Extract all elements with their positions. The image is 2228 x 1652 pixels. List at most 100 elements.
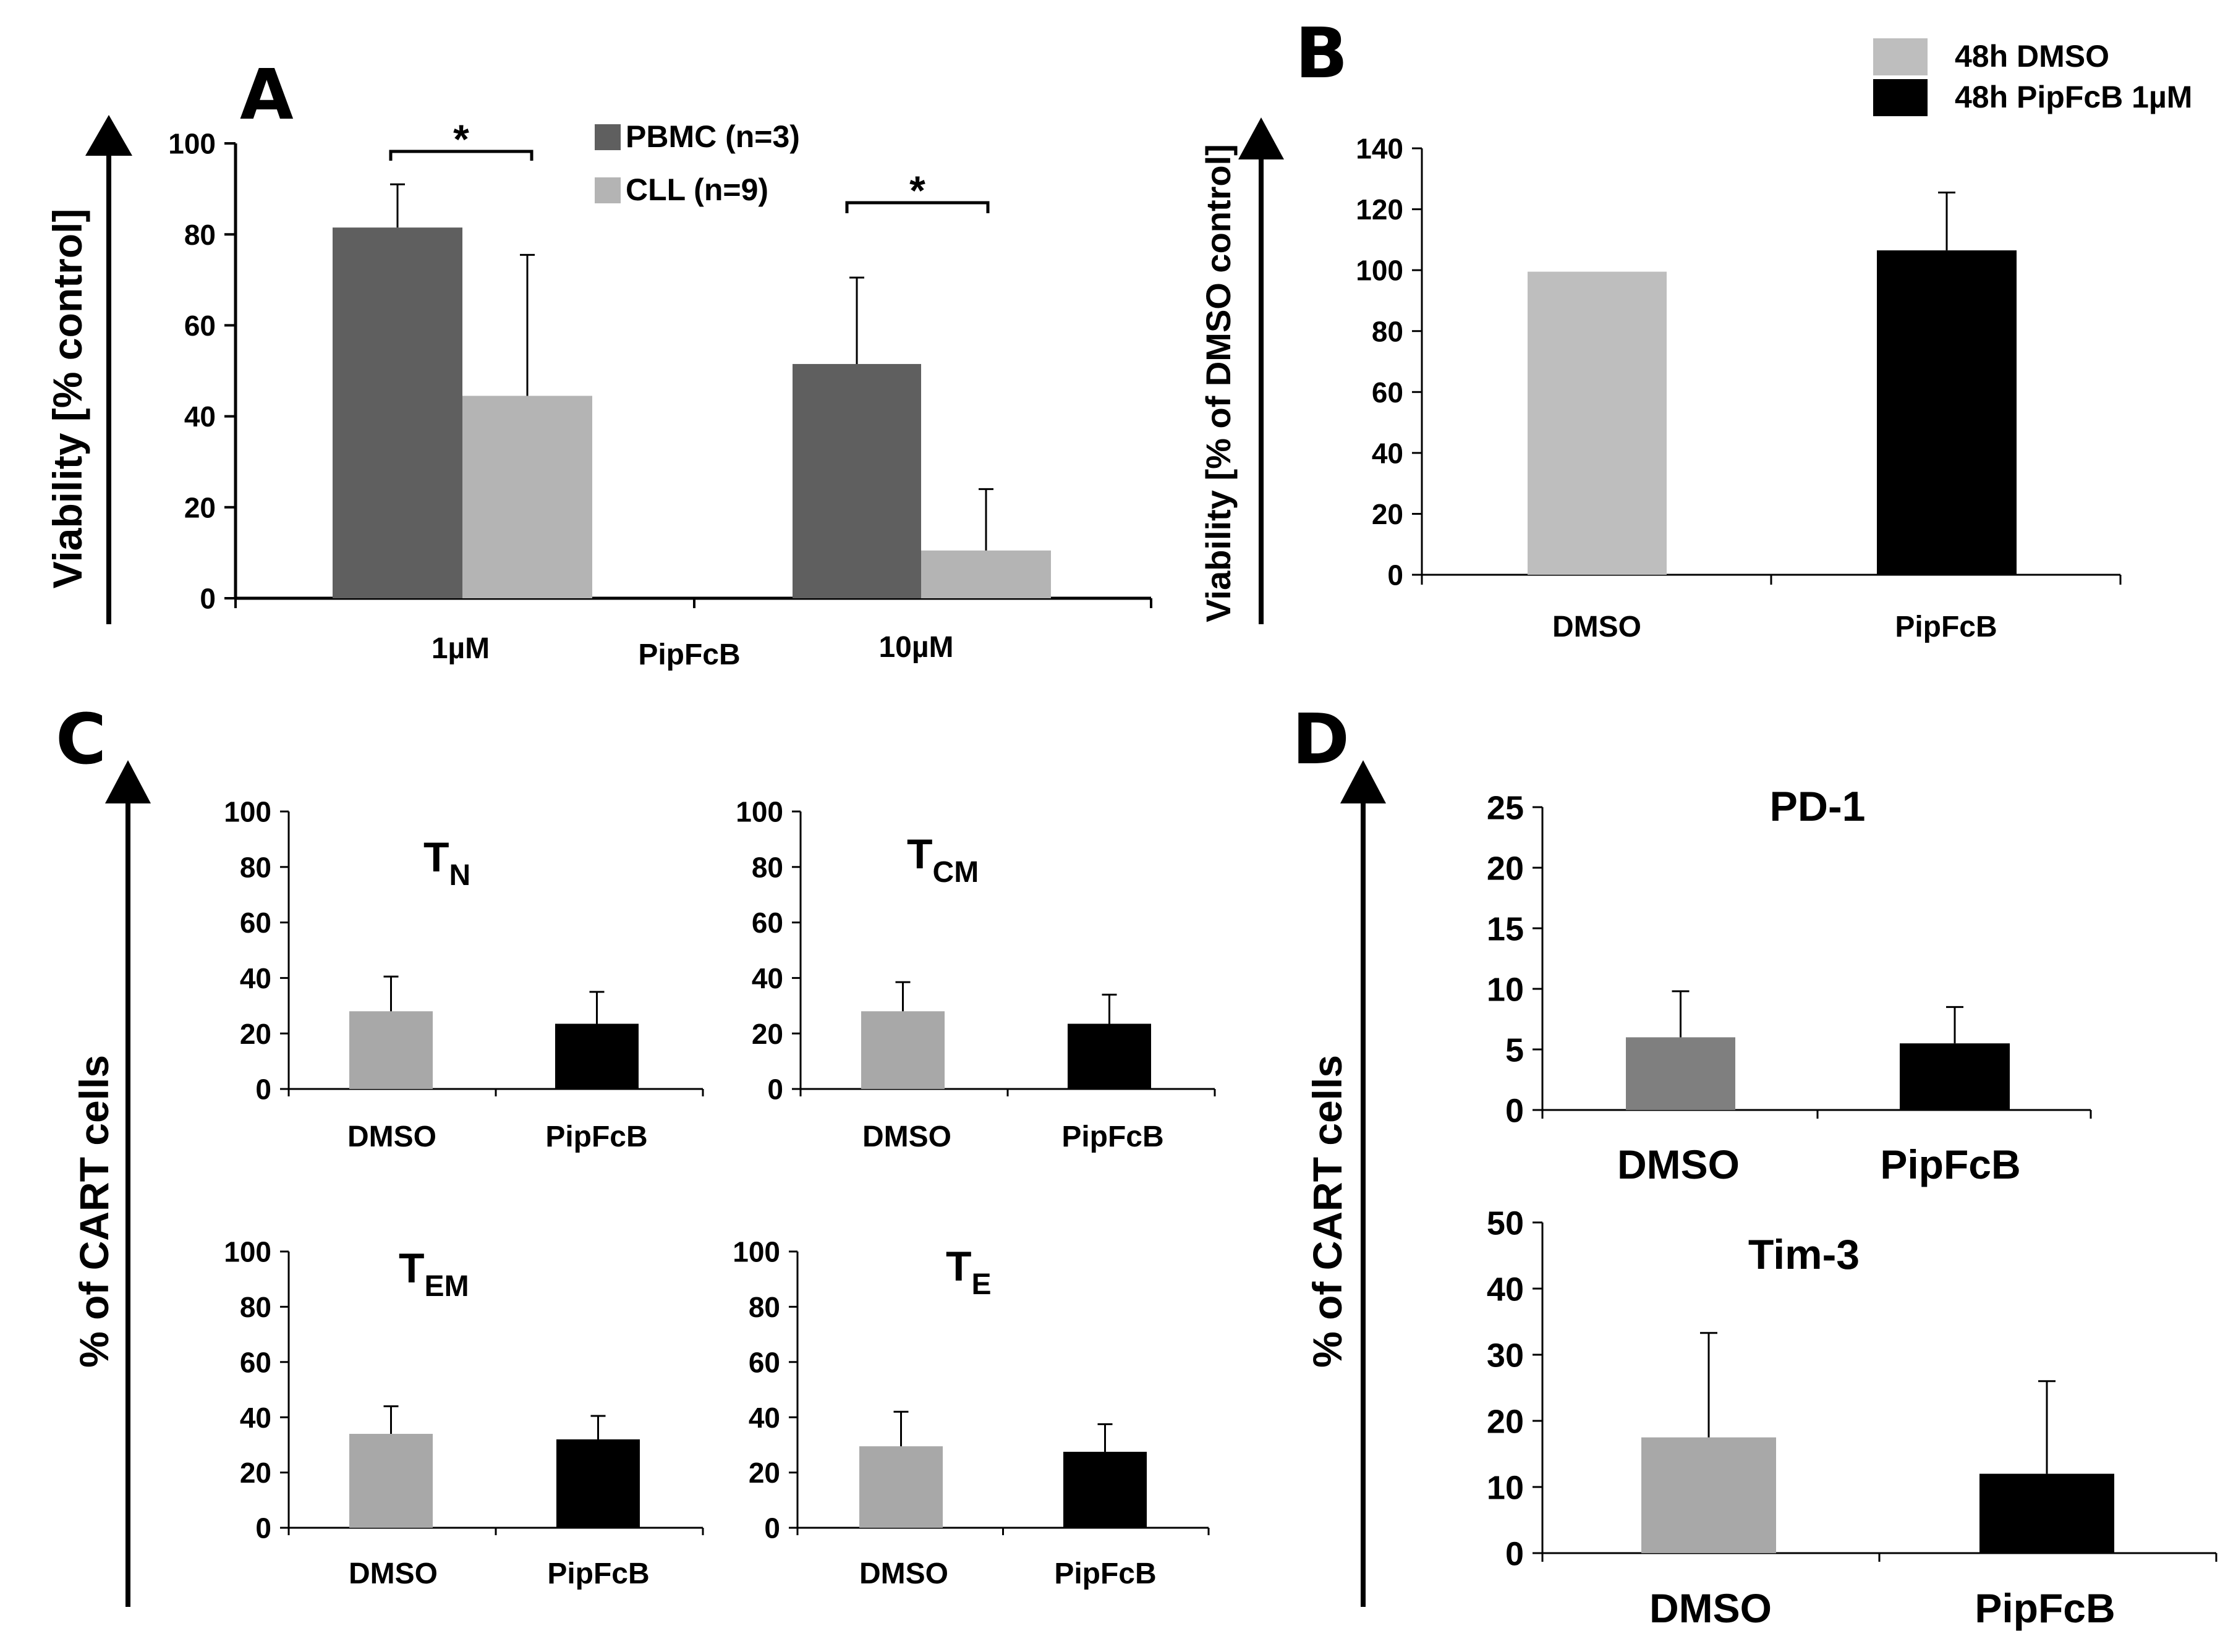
y-tick-label: 80 bbox=[240, 851, 271, 883]
legend-label-cll: CLL (n=9) bbox=[626, 172, 768, 207]
category-label-dmso-tcm: DMSO bbox=[862, 1120, 951, 1153]
y-tick-label: 40 bbox=[240, 1402, 271, 1434]
category-label-pipfcb-tem: PipFcB bbox=[547, 1557, 649, 1590]
panel-label-b: B bbox=[1295, 14, 1348, 94]
category-label-pipfcb-tim3: PipFcB bbox=[1975, 1585, 2115, 1631]
y-tick-label: 100 bbox=[736, 796, 783, 828]
bar-dmso-b bbox=[1528, 271, 1667, 575]
category-label-dmso-tem: DMSO bbox=[349, 1557, 438, 1590]
y-tick-label: 10 bbox=[1487, 971, 1524, 1008]
subplot-title-te: TE bbox=[946, 1243, 992, 1301]
subplot-title-pd1: PD-1 bbox=[1770, 783, 1866, 830]
y-tick-label: 40 bbox=[749, 1402, 780, 1434]
y-tick-label: 0 bbox=[1387, 559, 1403, 591]
panel-a: A Viability [% control] 0 20 40 60 80 100 1µM… bbox=[45, 55, 1152, 671]
category-label-10um: 10µM bbox=[878, 631, 953, 664]
y-tick-label: 100 bbox=[224, 796, 271, 828]
y-tick-label: 15 bbox=[1487, 910, 1524, 947]
y-tick-label: 20 bbox=[749, 1457, 780, 1489]
subplot-title-tim3: Tim-3 bbox=[1748, 1231, 1860, 1278]
y-tick-label: 0 bbox=[1505, 1092, 1524, 1129]
bar-pbmc-10um bbox=[793, 363, 921, 598]
y-tick-label: 40 bbox=[240, 962, 271, 994]
panel-d: D % of CART cells 0 5 10 15 20 25 0 10 20 30 40 50… bbox=[1292, 700, 2217, 1631]
legend-label-48h-dmso: 48h DMSO bbox=[1955, 39, 2109, 74]
y-tick-label: 100 bbox=[733, 1236, 780, 1268]
bar-dmso-tim3 bbox=[1641, 1437, 1776, 1553]
category-label-pipfcb-tn: PipFcB bbox=[545, 1120, 647, 1153]
y-tick-label: 0 bbox=[255, 1074, 271, 1106]
y-tick-label: 0 bbox=[1505, 1535, 1524, 1572]
category-label-pipfcb-te: PipFcB bbox=[1054, 1557, 1156, 1590]
panel-c: C % of CART cells 0 20 40 60 80 100 0 20 40 60 80… bbox=[56, 700, 1216, 1607]
bar-dmso-tcm bbox=[861, 1011, 945, 1089]
plot-tcm: 0 20 40 60 80 100 bbox=[736, 796, 1216, 1106]
y-axis-label-a: Viability [% control] bbox=[45, 209, 90, 589]
bar-dmso-tem bbox=[349, 1434, 433, 1528]
y-tick-label: 80 bbox=[1372, 315, 1403, 347]
category-label-pipfcb-tcm: PipFcB bbox=[1061, 1120, 1163, 1153]
y-tick-label: 50 bbox=[1487, 1205, 1524, 1242]
y-tick-label: 60 bbox=[752, 907, 783, 939]
y-tick-label: 0 bbox=[764, 1512, 780, 1544]
y-tick-label: 20 bbox=[240, 1457, 271, 1489]
arrow-head-d bbox=[1340, 760, 1386, 803]
y-tick-label: 0 bbox=[255, 1512, 271, 1544]
significance-bracket-1um bbox=[389, 150, 534, 161]
bar-dmso-te bbox=[859, 1446, 943, 1528]
panel-label-d: D bbox=[1292, 700, 1350, 780]
bar-pipfcb-te bbox=[1063, 1452, 1147, 1528]
panel-label-c: C bbox=[56, 700, 106, 780]
legend-label-pbmc: PBMC (n=3) bbox=[626, 119, 800, 154]
bar-pipfcb-tn bbox=[555, 1023, 639, 1089]
y-tick-label: 20 bbox=[1372, 498, 1403, 530]
y-tick-label: 60 bbox=[184, 310, 216, 342]
bar-dmso-pd1 bbox=[1626, 1037, 1735, 1110]
y-tick-label: 60 bbox=[240, 907, 271, 939]
y-tick-label: 100 bbox=[224, 1236, 271, 1268]
y-tick-label: 30 bbox=[1487, 1337, 1524, 1374]
arrow-head-a bbox=[85, 115, 132, 156]
y-tick-label: 20 bbox=[752, 1018, 783, 1050]
y-axis-label-d: % of CART cells bbox=[1304, 1055, 1350, 1368]
bar-pipfcb-tem bbox=[556, 1439, 640, 1528]
y-tick-label: 40 bbox=[184, 400, 216, 433]
y-tick-label: 5 bbox=[1505, 1031, 1524, 1069]
y-tick-label: 25 bbox=[1487, 789, 1524, 826]
category-label-1um: 1µM bbox=[432, 632, 490, 665]
y-tick-label: 120 bbox=[1356, 193, 1403, 226]
arrow-head-b bbox=[1238, 117, 1284, 159]
bar-pipfcb-tim3 bbox=[1979, 1473, 2114, 1553]
y-tick-label: 60 bbox=[240, 1346, 271, 1378]
category-label-dmso-tn: DMSO bbox=[347, 1120, 436, 1153]
y-tick-label: 100 bbox=[1356, 255, 1403, 287]
plot-tim3: 0 10 20 30 40 50 bbox=[1487, 1205, 2217, 1572]
plot-b: 0 20 40 60 80 100 120 140 bbox=[1356, 133, 2122, 591]
y-tick-label: 40 bbox=[752, 962, 783, 994]
bar-pipfcb-tcm bbox=[1068, 1023, 1151, 1089]
category-label-pipfcb-b: PipFcB bbox=[1895, 611, 1997, 643]
category-label-dmso-tim3: DMSO bbox=[1649, 1585, 1772, 1631]
panel-b: B Viability [% of DMSO control] 0 20 40 60 8… bbox=[1199, 14, 2192, 643]
y-tick-label: 0 bbox=[200, 583, 216, 615]
bar-cll-1um bbox=[462, 396, 592, 598]
subplot-title-tem: TEM bbox=[399, 1245, 469, 1303]
legend-swatch-pbmc bbox=[595, 124, 621, 150]
subplot-title-tcm: TCM bbox=[907, 831, 979, 889]
legend-swatch-48h-pipfcb bbox=[1873, 79, 1928, 116]
legend-swatch-48h-dmso bbox=[1873, 38, 1928, 75]
plot-te: 0 20 40 60 80 100 bbox=[733, 1236, 1210, 1544]
category-label-center: PipFcB bbox=[638, 638, 740, 671]
plot-tem: 0 20 40 60 80 100 bbox=[224, 1236, 704, 1544]
y-axis-label-b: Viability [% of DMSO control] bbox=[1199, 144, 1238, 622]
legend-swatch-cll bbox=[595, 177, 621, 203]
category-label-pipfcb-pd1: PipFcB bbox=[1880, 1142, 2020, 1187]
y-tick-label: 10 bbox=[1487, 1469, 1524, 1506]
legend-label-48h-pipfcb: 48h PipFcB 1µM bbox=[1955, 80, 2192, 114]
y-tick-label: 80 bbox=[752, 851, 783, 883]
significance-star-1um: * bbox=[453, 116, 469, 162]
bar-pipfcb-pd1 bbox=[1900, 1043, 2010, 1110]
y-tick-label: 20 bbox=[1487, 1403, 1524, 1440]
y-axis-label-c: % of CART cells bbox=[71, 1055, 117, 1368]
y-tick-label: 20 bbox=[184, 491, 216, 523]
